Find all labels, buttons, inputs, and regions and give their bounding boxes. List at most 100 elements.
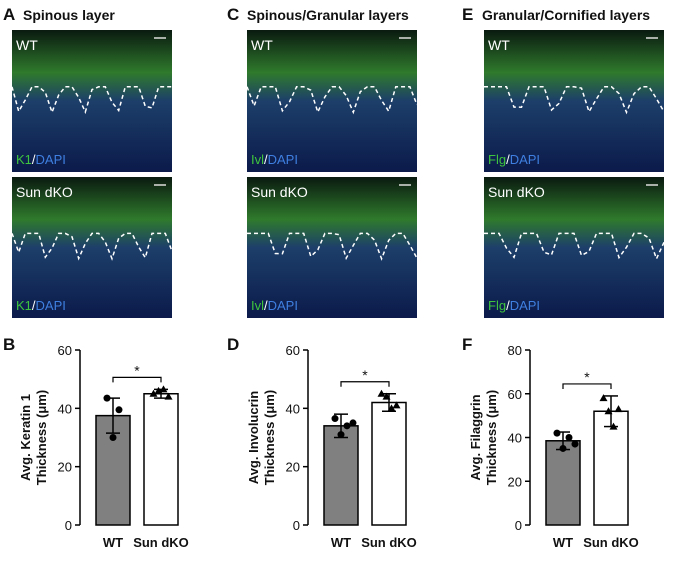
y-tick-label: 60 [508,387,522,402]
x-tick-label: Sun dKO [583,535,639,550]
data-point [609,422,618,430]
y-axis-label: Avg. Involucrin [246,391,261,484]
image-label: WT [488,37,510,53]
image-label: Sun dKO [16,184,73,200]
panel-letter: F [462,335,472,354]
panel-title: Granular/Cornified layers [482,7,650,23]
stain-label: Ivl/DAPI [251,152,298,167]
y-tick-label: 60 [58,343,72,358]
y-axis-label: Avg. Keratin 1 [18,394,33,481]
panel-title: Spinous layer [23,7,115,23]
image-label: WT [16,37,38,53]
stain-part: DAPI [268,298,298,313]
stain-part: / [32,152,36,167]
panel-letter: E [462,5,473,24]
bar [143,393,179,526]
epidermis-border [247,232,418,261]
epidermis-border [11,232,173,261]
y-tick-label: 20 [286,460,300,475]
y-axis-label: Avg. Filaggrin [468,394,483,480]
y-tick-label: 40 [58,401,72,416]
data-point [392,401,401,409]
stain-label: Flg/DAPI [488,298,540,313]
stain-label: Ivl/DAPI [251,298,298,313]
y-tick-label: 80 [508,343,522,358]
y-axis-label: Thickness (μm) [34,390,49,485]
epidermis-border [246,86,418,115]
bar [371,401,407,526]
stain-part: DAPI [510,152,540,167]
stain-part: DAPI [36,298,66,313]
panel-letter: A [3,5,15,24]
epidermis-border [484,232,665,261]
data-point [604,407,613,415]
data-point [553,429,561,437]
stain-part: K1 [16,152,32,167]
y-tick-label: 60 [286,343,300,358]
y-axis-label: Thickness (μm) [484,390,499,485]
x-tick-label: WT [331,535,351,550]
significance: * [584,369,590,385]
epidermis-border [484,86,665,115]
significance: * [134,362,140,378]
bar [593,410,629,526]
image-label: Sun dKO [251,184,308,200]
data-point [599,394,608,402]
data-point [115,406,123,414]
data-point [343,422,351,430]
stain-part: Ivl [251,152,264,167]
micrograph [247,30,417,172]
stain-label: K1/DAPI [16,298,66,313]
data-point [149,389,158,397]
micrograph [12,177,172,318]
data-point [337,431,345,439]
data-point [109,434,117,441]
data-point [331,415,339,423]
significance-bracket [562,383,612,389]
data-point [103,394,111,402]
y-tick-label: 0 [293,518,300,533]
stain-part: Ivl [251,298,264,313]
y-tick-label: 20 [58,460,72,475]
micrograph [484,177,664,318]
data-point [565,434,573,441]
data-point [382,392,391,400]
significance: * [362,367,368,383]
panel-letter: D [227,335,239,354]
stain-part: K1 [16,298,32,313]
micrograph [12,30,172,172]
panel-letter: C [227,5,239,24]
significance-bracket [340,381,390,387]
stain-part: Flg [488,298,506,313]
stain-part: DAPI [268,152,298,167]
image-label: WT [251,37,273,53]
x-tick-label: WT [553,535,573,550]
y-tick-label: 0 [515,518,522,533]
stain-part: DAPI [36,152,66,167]
image-label: Sun dKO [488,184,545,200]
stain-label: K1/DAPI [16,152,66,167]
stain-part: / [264,152,268,167]
data-point [614,405,623,413]
data-point [571,440,579,448]
stain-part: Flg [488,152,506,167]
panel-letter: B [3,335,15,354]
stain-label: Flg/DAPI [488,152,540,167]
data-point [559,444,567,452]
bar [323,425,359,526]
micrograph [484,30,664,172]
x-tick-label: Sun dKO [133,535,189,550]
x-tick-label: Sun dKO [361,535,417,550]
panel-title: Spinous/Granular layers [247,7,409,23]
micrograph [247,177,417,318]
y-tick-label: 40 [508,431,522,446]
x-tick-label: WT [103,535,123,550]
data-point [159,385,168,393]
y-tick-label: 0 [65,518,72,533]
stain-part: / [32,298,36,313]
data-point [387,404,396,412]
stain-part: DAPI [510,298,540,313]
data-point [349,419,357,427]
bar [95,414,131,526]
